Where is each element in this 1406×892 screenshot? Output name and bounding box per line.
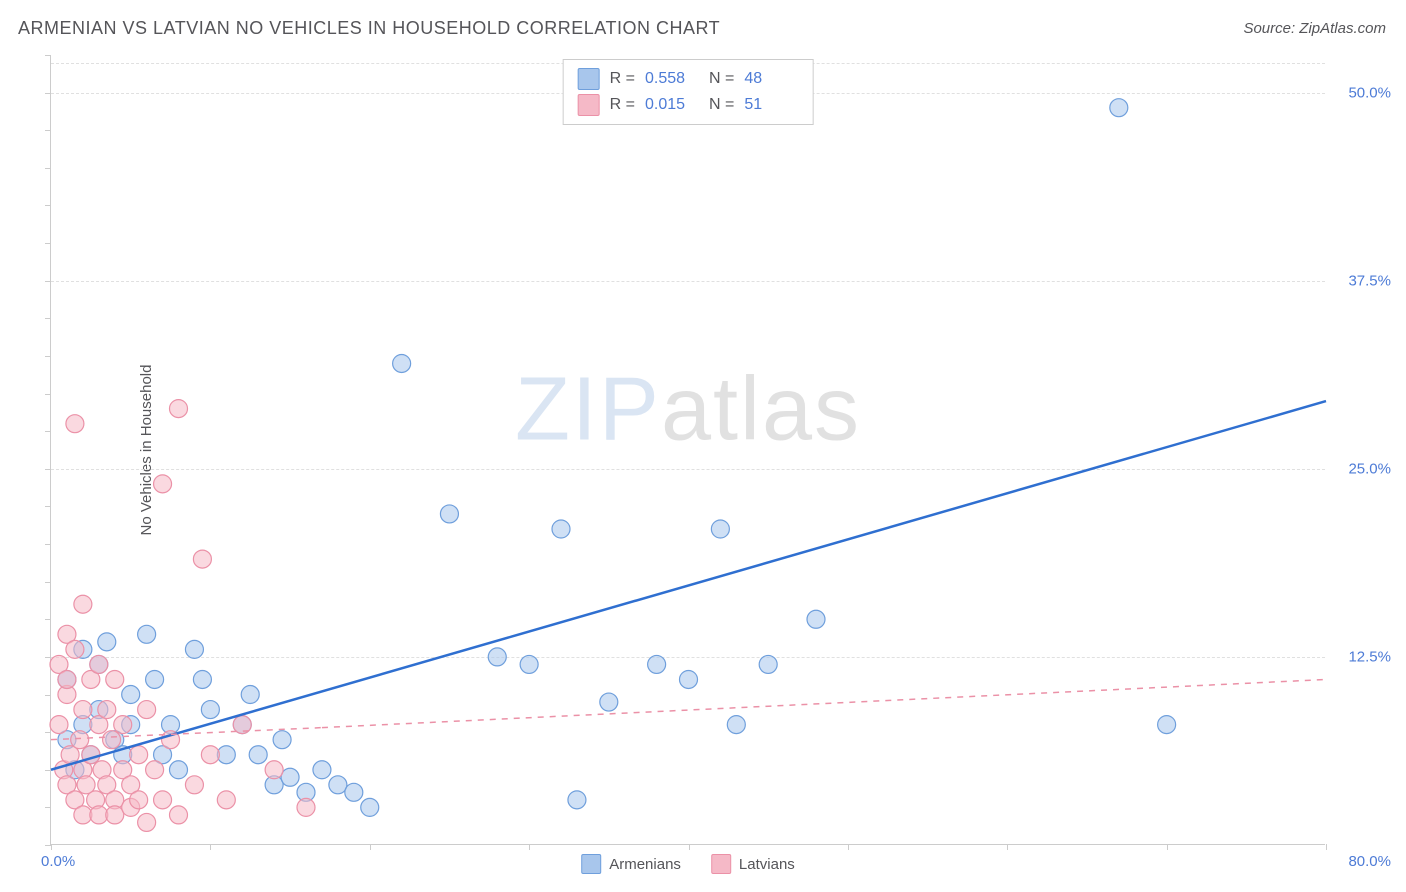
series-swatch — [581, 854, 601, 874]
y-tick-label: 50.0% — [1348, 84, 1391, 101]
x-max-label: 80.0% — [1348, 853, 1391, 870]
y-tick-label: 25.0% — [1348, 460, 1391, 477]
y-tick-label: 37.5% — [1348, 272, 1391, 289]
source-attribution: Source: ZipAtlas.com — [1243, 20, 1386, 37]
series-swatch — [578, 94, 600, 116]
legend-label: Latvians — [739, 856, 795, 873]
stats-row: R = 0.015 N = 51 — [578, 92, 799, 118]
correlation-chart: { "title": "ARMENIAN VS LATVIAN NO VEHIC… — [0, 0, 1406, 892]
series-swatch — [578, 68, 600, 90]
legend-item: Latvians — [711, 854, 795, 874]
legend-label: Armenians — [609, 856, 681, 873]
legend-item: Armenians — [581, 854, 681, 874]
scatter-svg — [51, 55, 1325, 844]
stats-legend: R = 0.558 N = 48 R = 0.015 N = 51 — [563, 59, 814, 125]
y-tick-label: 12.5% — [1348, 648, 1391, 665]
chart-title: ARMENIAN VS LATVIAN NO VEHICLES IN HOUSE… — [18, 18, 720, 39]
series-legend: Armenians Latvians — [581, 854, 795, 874]
plot-area: No Vehicles in Household ZIPatlas 12.5%2… — [50, 55, 1325, 845]
series-swatch — [711, 854, 731, 874]
x-min-label: 0.0% — [41, 853, 75, 870]
stats-row: R = 0.558 N = 48 — [578, 66, 799, 92]
